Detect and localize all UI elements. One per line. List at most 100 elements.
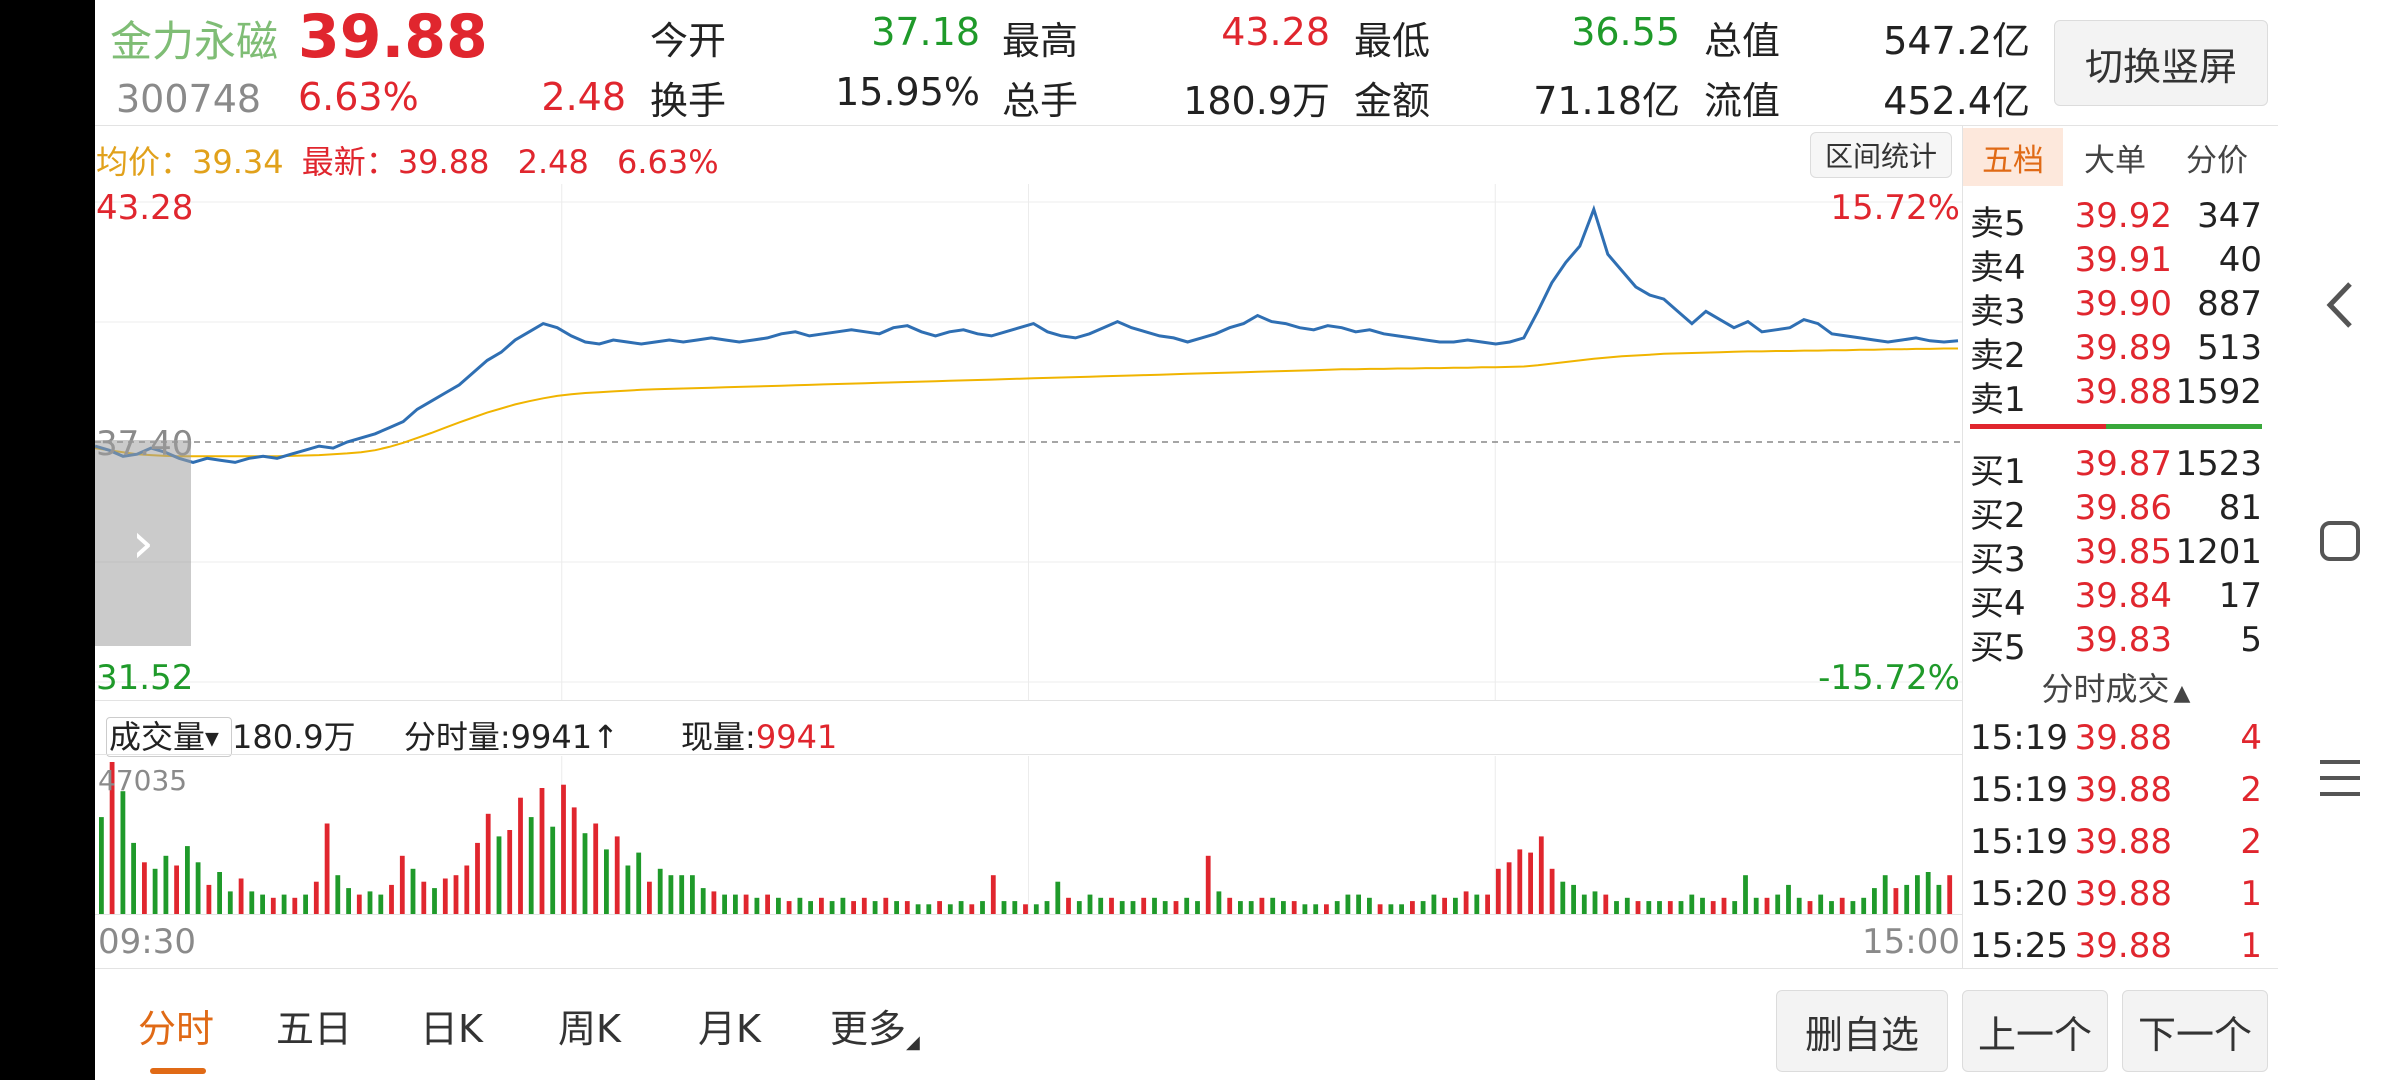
volume-bar bbox=[1882, 875, 1888, 914]
intraday-price-chart[interactable] bbox=[95, 184, 1962, 700]
volume-bar bbox=[1861, 897, 1867, 914]
tab-intraday[interactable]: 分时 bbox=[138, 1007, 215, 1051]
volume-header-divider bbox=[95, 754, 1962, 755]
collapse-panel-handle[interactable]: › bbox=[95, 440, 191, 646]
volume-bar bbox=[1635, 901, 1641, 914]
stat-label-open: 今开 bbox=[650, 19, 727, 63]
order-volume: 40 bbox=[2218, 240, 2262, 280]
stat-label-high: 最高 bbox=[1002, 19, 1079, 63]
current-price: 39.88 bbox=[298, 2, 488, 72]
order-label: 买4 bbox=[1970, 584, 2026, 624]
order-book-row: 买5 39.83 5 bbox=[1962, 620, 2268, 668]
left-black-bar bbox=[0, 0, 95, 1080]
tab-five-levels[interactable]: 五档 bbox=[1963, 128, 2063, 186]
volume-bar bbox=[1184, 897, 1190, 914]
next-stock-button[interactable]: 下一个 bbox=[2122, 990, 2268, 1072]
volume-bar bbox=[604, 849, 609, 914]
volume-bar bbox=[1689, 894, 1695, 914]
volume-bar bbox=[1313, 904, 1319, 914]
volume-bar-chart bbox=[99, 756, 1953, 914]
volume-bar bbox=[1485, 894, 1490, 914]
volume-bar bbox=[690, 875, 695, 914]
change-amount: 2.48 bbox=[541, 75, 626, 119]
volume-bar bbox=[883, 897, 889, 914]
order-label: 卖1 bbox=[1970, 380, 2026, 420]
menu-icon[interactable] bbox=[2318, 756, 2362, 800]
volume-bar bbox=[1173, 901, 1179, 914]
volume-bar bbox=[851, 901, 856, 914]
volume-bar bbox=[1743, 875, 1748, 914]
previous-stock-button[interactable]: 上一个 bbox=[1962, 990, 2108, 1072]
volume-bar bbox=[109, 762, 115, 914]
volume-bar bbox=[776, 897, 781, 914]
volume-bar bbox=[1033, 904, 1039, 914]
volume-bar bbox=[765, 894, 770, 914]
volume-bar bbox=[1453, 897, 1458, 914]
volume-bar bbox=[442, 878, 448, 914]
trade-time: 15:20 bbox=[1970, 874, 2068, 914]
volume-bar bbox=[1388, 904, 1394, 914]
volume-bar bbox=[958, 901, 964, 914]
trade-time: 15:19 bbox=[1970, 718, 2068, 758]
tab-more[interactable]: 更多◢ bbox=[830, 998, 920, 1053]
order-volume: 81 bbox=[2218, 488, 2262, 528]
tab-price-distribution[interactable]: 分价 bbox=[2186, 142, 2248, 179]
order-price: 39.90 bbox=[2074, 284, 2172, 324]
volume-bar bbox=[1356, 894, 1361, 914]
volume-bar bbox=[1517, 849, 1523, 914]
order-book-row: 卖5 39.92 347 bbox=[1962, 196, 2268, 244]
tab-daily-k[interactable]: 日K bbox=[420, 1007, 483, 1051]
volume-bar bbox=[840, 897, 846, 914]
order-volume: 513 bbox=[2197, 328, 2262, 368]
volume-bar bbox=[1592, 891, 1598, 914]
switch-portrait-button[interactable]: 切换竖屏 bbox=[2054, 20, 2268, 106]
volume-bar bbox=[829, 901, 835, 914]
back-icon[interactable] bbox=[2320, 278, 2360, 332]
tab-weekly-k[interactable]: 周K bbox=[558, 1007, 621, 1051]
volume-bar bbox=[475, 842, 480, 914]
trade-volume: 4 bbox=[2240, 718, 2262, 758]
volume-bar bbox=[303, 894, 308, 914]
volume-bar bbox=[754, 897, 760, 914]
volume-bar bbox=[743, 894, 749, 914]
stock-name: 金力永磁 bbox=[110, 17, 279, 66]
arrow-up-icon: ↑ bbox=[592, 718, 619, 756]
order-label: 买2 bbox=[1970, 496, 2026, 536]
order-volume: 347 bbox=[2197, 196, 2262, 236]
volume-bar bbox=[1291, 901, 1297, 914]
volume-bar bbox=[1710, 901, 1716, 914]
volume-bar bbox=[1141, 897, 1147, 914]
dropdown-arrow-icon: ▼ bbox=[205, 728, 219, 750]
volume-bar bbox=[947, 904, 953, 914]
trades-header[interactable]: 分时成交 ▲ bbox=[1963, 664, 2269, 708]
volume-bar bbox=[1506, 862, 1512, 914]
latest-value: 39.88 bbox=[397, 143, 490, 181]
stat-value-high: 43.28 bbox=[1221, 10, 1330, 54]
volume-bar bbox=[1678, 901, 1684, 914]
volume-bar bbox=[270, 897, 276, 914]
tab-monthly-k[interactable]: 月K bbox=[698, 1007, 761, 1051]
volume-bar bbox=[1463, 891, 1469, 914]
remove-watchlist-button[interactable]: 删自选 bbox=[1776, 990, 1948, 1072]
volume-bar bbox=[346, 888, 351, 914]
volume-bar bbox=[1872, 888, 1877, 914]
trades-header-label: 分时成交 bbox=[2041, 670, 2170, 708]
volume-bar bbox=[1528, 852, 1533, 914]
range-stats-button[interactable]: 区间统计 bbox=[1810, 132, 1952, 178]
order-label: 卖4 bbox=[1970, 248, 2026, 288]
volume-bar bbox=[1345, 894, 1351, 914]
trade-row: 15:19 39.88 2 bbox=[1962, 822, 2268, 872]
tab-big-orders[interactable]: 大单 bbox=[2084, 142, 2146, 179]
volume-bar bbox=[99, 817, 104, 914]
volume-bar bbox=[260, 894, 265, 914]
volume-type-dropdown[interactable]: 成交量▼ bbox=[106, 717, 233, 757]
home-icon[interactable] bbox=[2318, 519, 2362, 563]
time-axis-end: 15:00 bbox=[1862, 922, 1960, 962]
volume-bar bbox=[518, 797, 523, 914]
latest-pct: 6.63% bbox=[617, 143, 719, 181]
volume-bar bbox=[227, 891, 233, 914]
tab-five-day[interactable]: 五日 bbox=[276, 1007, 353, 1051]
side-tab-bar: 五档 大单 分价 bbox=[1963, 128, 2269, 186]
order-price: 39.88 bbox=[2074, 372, 2172, 412]
trade-price: 39.88 bbox=[2074, 926, 2172, 966]
